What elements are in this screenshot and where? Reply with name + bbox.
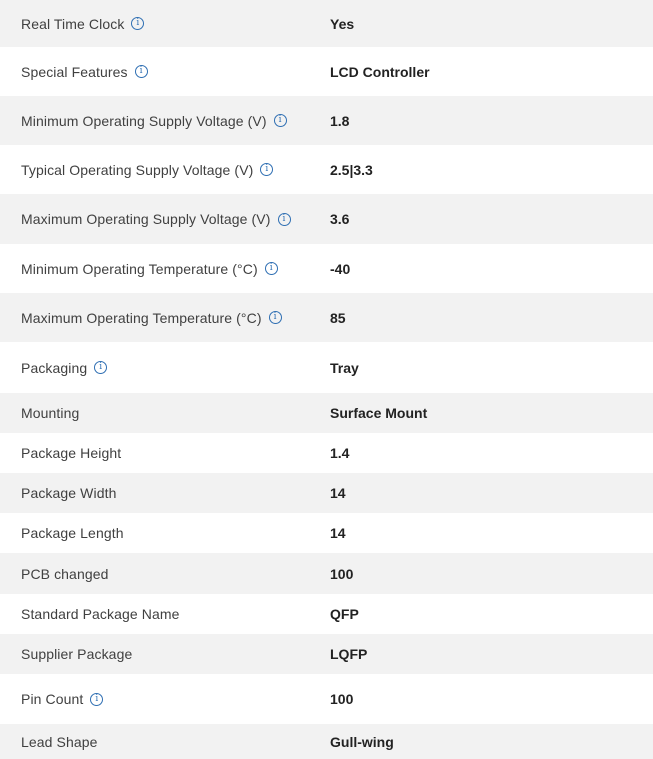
spec-row: Supplier Package LQFP [0,634,653,674]
spec-label-cell: Maximum Operating Temperature (°C) i [0,310,309,326]
spec-value: Tray [330,359,359,376]
spec-row: Pin Count i 100 [0,674,653,724]
spec-row: Package Width 14 [0,473,653,513]
spec-label: Supplier Package [21,646,133,662]
spec-value: QFP [330,606,359,622]
spec-label-cell: Minimum Operating Temperature (°C) i [0,261,309,277]
spec-label: Maximum Operating Temperature (°C) [21,309,262,326]
spec-label: Package Length [21,525,124,541]
info-icon[interactable]: i [260,163,274,176]
spec-label-cell: Package Length [0,525,309,541]
info-icon[interactable]: i [268,311,282,324]
spec-value: 14 [330,485,346,501]
spec-row: Maximum Operating Temperature (°C) i 85 [0,293,653,342]
spec-label: Typical Operating Supply Voltage (V) [21,161,254,178]
spec-value: Gull-wing [330,733,394,750]
spec-label-cell: Mounting [0,405,309,421]
spec-row: Minimum Operating Supply Voltage (V) i 1… [0,96,653,145]
spec-row: Packaging i Tray [0,342,653,393]
spec-row: Package Height 1.4 [0,433,653,473]
spec-value: LQFP [330,646,368,662]
spec-label: Mounting [21,405,80,421]
spec-row: Package Length 14 [0,513,653,553]
spec-label: Special Features [21,63,128,80]
spec-row: Standard Package Name QFP [0,594,653,634]
spec-label-cell: Supplier Package [0,646,309,662]
spec-label: Lead Shape [21,733,98,750]
spec-row: Real Time Clock i Yes [0,0,653,47]
spec-label-cell: Standard Package Name [0,606,309,622]
spec-row: Mounting Surface Mount [0,393,653,433]
spec-label: Standard Package Name [21,606,180,622]
spec-label: Pin Count [21,691,84,707]
spec-value: Yes [330,15,355,32]
spec-row: Minimum Operating Temperature (°C) i -40 [0,244,653,293]
spec-value: 100 [330,565,354,582]
spec-value: 1.4 [330,445,350,461]
spec-value: 14 [330,525,346,541]
spec-row: PCB changed 100 [0,553,653,594]
info-icon[interactable]: i [90,692,104,706]
info-icon[interactable]: i [134,65,148,78]
spec-label-cell: PCB changed [0,566,309,582]
spec-label-cell: Pin Count i [0,691,309,707]
spec-value: LCD Controller [330,63,430,80]
spec-label: Package Height [21,445,122,461]
spec-row: Maximum Operating Supply Voltage (V) i 3… [0,194,653,244]
spec-value: 100 [330,691,354,707]
spec-label-cell: Real Time Clock i [0,16,309,32]
spec-row: Typical Operating Supply Voltage (V) i 2… [0,145,653,194]
info-icon[interactable]: i [264,262,278,275]
info-icon[interactable]: i [131,17,145,30]
spec-label-cell: Special Features i [0,64,309,80]
spec-label-cell: Packaging i [0,360,309,376]
spec-label: Minimum Operating Temperature (°C) [21,260,258,277]
spec-label: Packaging [21,359,88,376]
spec-value: 2.5|3.3 [330,161,373,178]
spec-row: Lead Shape Gull-wing [0,724,653,759]
spec-value: 3.6 [330,211,350,227]
spec-label-cell: Maximum Operating Supply Voltage (V) i [0,211,309,227]
spec-label-cell: Minimum Operating Supply Voltage (V) i [0,113,309,129]
info-icon[interactable]: i [273,114,287,127]
spec-value: -40 [330,260,351,277]
spec-row: Special Features i LCD Controller [0,47,653,96]
info-icon[interactable]: i [94,361,108,374]
spec-label: Real Time Clock [21,15,125,32]
spec-label-cell: Lead Shape [0,734,309,750]
spec-label: Minimum Operating Supply Voltage (V) [21,112,267,129]
spec-label-cell: Typical Operating Supply Voltage (V) i [0,162,309,178]
info-icon[interactable]: i [277,212,291,226]
spec-label: PCB changed [21,565,109,582]
spec-label: Package Width [21,485,117,501]
spec-value: 85 [330,309,346,326]
spec-value: 1.8 [330,112,350,129]
spec-value: Surface Mount [330,405,428,421]
spec-label-cell: Package Height [0,445,309,461]
spec-label-cell: Package Width [0,485,309,501]
spec-label: Maximum Operating Supply Voltage (V) [21,211,271,227]
